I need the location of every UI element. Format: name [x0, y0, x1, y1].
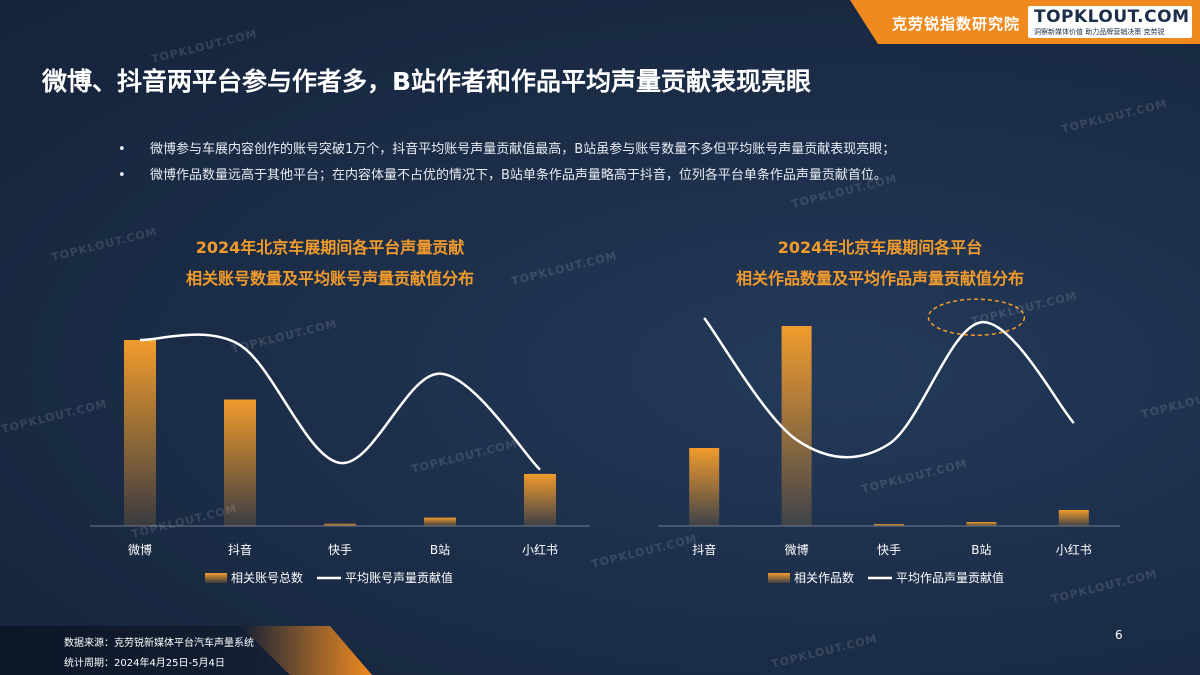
bar-B站 [966, 522, 997, 526]
left-chart-subtitle: 相关账号数量及平均账号声量贡献值分布 [185, 269, 474, 288]
bar-小红书 [524, 473, 556, 526]
institute-name: 克劳锐指数研究院 [892, 15, 1021, 33]
right-chart-subtitle: 相关作品数量及平均作品声量贡献值分布 [735, 269, 1024, 288]
bullet-item: • 微博作品数量远高于其他平台；在内容体量不占优的情况下，B站单条作品声量略高于… [118, 163, 895, 189]
bullet-item: • 微博参与车展内容创作的账号突破1万个，抖音平均账号声量贡献值最高，B站虽参与… [118, 137, 895, 163]
left-chart-title: 2024年北京车展期间各平台声量贡献 [195, 238, 465, 257]
x-tick-label: 抖音 [228, 542, 252, 557]
x-tick-label: 快手 [877, 543, 901, 557]
bar-抖音 [689, 448, 720, 526]
x-tick-label: 抖音 [692, 542, 716, 557]
bar-快手 [874, 524, 904, 526]
x-tick-label: B站 [971, 543, 991, 557]
brand-name: TOPKLOUT.COM [1034, 7, 1190, 27]
brand-logo: TOPKLOUT.COM 洞察新媒体价值 助力品牌营销决策 克劳锐 [1028, 6, 1192, 38]
x-tick-label: 快手 [328, 543, 352, 557]
legend-line-label: 平均作品声量贡献值 [896, 570, 1004, 585]
legend-bar-swatch [768, 573, 790, 583]
avg-line-0 [139, 333, 541, 471]
bar-快手 [324, 523, 356, 526]
right-chart-heading: 2024年北京车展期间各平台 相关作品数量及平均作品声量贡献值分布 [700, 232, 1060, 294]
bar-微博 [124, 340, 156, 526]
x-tick-label: 小红书 [522, 542, 558, 557]
data-source: 数据来源：克劳锐新媒体平台汽车声量系统 [64, 638, 254, 649]
bullet-text: 微博作品数量远高于其他平台；在内容体量不占优的情况下，B站单条作品声量略高于抖音… [150, 168, 887, 183]
legend-bar-label: 相关账号总数 [231, 570, 303, 585]
avg-line-1 [703, 317, 1075, 459]
x-tick-label: 微博 [128, 542, 152, 557]
top-banner: 克劳锐指数研究院 TOPKLOUT.COM 洞察新媒体价值 助力品牌营销决策 克… [830, 0, 1200, 44]
x-tick-label: 小红书 [1056, 542, 1092, 557]
data-period: 统计周期：2024年4月25日-5月4日 [64, 658, 225, 669]
highlight-ellipse [927, 298, 1026, 336]
bar-B站 [424, 517, 456, 526]
page-title: 微博、抖音两平台参与作者多，B站作者和作品平均声量贡献表现亮眼 [42, 67, 812, 96]
bullet-dot: • [118, 142, 126, 157]
bar-微博 [781, 326, 812, 526]
bullet-list: • 微博参与车展内容创作的账号突破1万个，抖音平均账号声量贡献值最高，B站虽参与… [118, 137, 895, 189]
brand-tagline: 洞察新媒体价值 助力品牌营销决策 克劳锐 [1034, 28, 1165, 36]
page-number: 6 [1115, 628, 1123, 642]
bullet-dot: • [118, 168, 126, 183]
bullet-text: 微博参与车展内容创作的账号突破1万个，抖音平均账号声量贡献值最高，B站虽参与账号… [150, 142, 896, 157]
legend-line-label: 平均账号声量贡献值 [345, 570, 453, 585]
legend-bar-label: 相关作品数 [794, 570, 854, 585]
bar-抖音 [224, 399, 256, 526]
bar-小红书 [1058, 510, 1089, 526]
x-tick-label: 微博 [785, 542, 809, 557]
x-tick-label: B站 [430, 543, 450, 557]
right-chart-title: 2024年北京车展期间各平台 [777, 238, 983, 257]
legend-bar-swatch [205, 573, 227, 583]
left-chart-heading: 2024年北京车展期间各平台声量贡献 相关账号数量及平均账号声量贡献值分布 [140, 232, 520, 294]
